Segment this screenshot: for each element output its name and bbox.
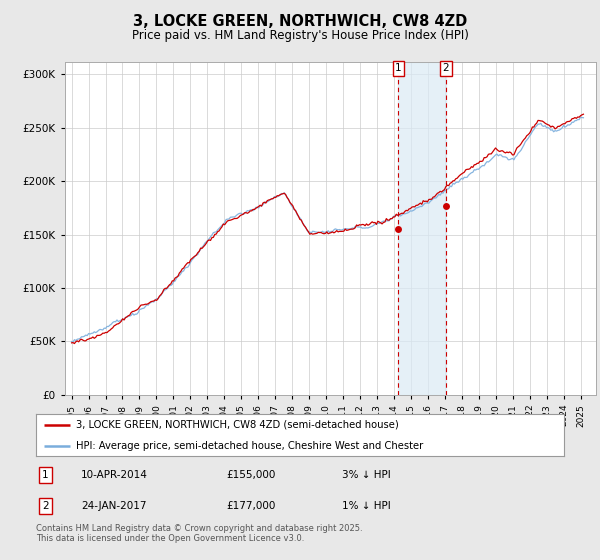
Text: 24-JAN-2017: 24-JAN-2017 — [81, 501, 146, 511]
Text: 3, LOCKE GREEN, NORTHWICH, CW8 4ZD: 3, LOCKE GREEN, NORTHWICH, CW8 4ZD — [133, 14, 467, 29]
Text: 2: 2 — [443, 63, 449, 73]
Text: 10-APR-2014: 10-APR-2014 — [81, 470, 148, 480]
Text: £155,000: £155,000 — [226, 470, 275, 480]
Text: 3% ↓ HPI: 3% ↓ HPI — [342, 470, 391, 480]
Text: 1: 1 — [395, 63, 402, 73]
Text: 1% ↓ HPI: 1% ↓ HPI — [342, 501, 391, 511]
Text: £177,000: £177,000 — [226, 501, 275, 511]
Text: 3, LOCKE GREEN, NORTHWICH, CW8 4ZD (semi-detached house): 3, LOCKE GREEN, NORTHWICH, CW8 4ZD (semi… — [76, 420, 398, 430]
Text: 1: 1 — [42, 470, 49, 480]
Bar — [398, 62, 446, 395]
Text: Price paid vs. HM Land Registry's House Price Index (HPI): Price paid vs. HM Land Registry's House … — [131, 29, 469, 42]
Text: Contains HM Land Registry data © Crown copyright and database right 2025.
This d: Contains HM Land Registry data © Crown c… — [36, 524, 362, 543]
Text: HPI: Average price, semi-detached house, Cheshire West and Chester: HPI: Average price, semi-detached house,… — [76, 441, 423, 451]
Text: 2: 2 — [42, 501, 49, 511]
